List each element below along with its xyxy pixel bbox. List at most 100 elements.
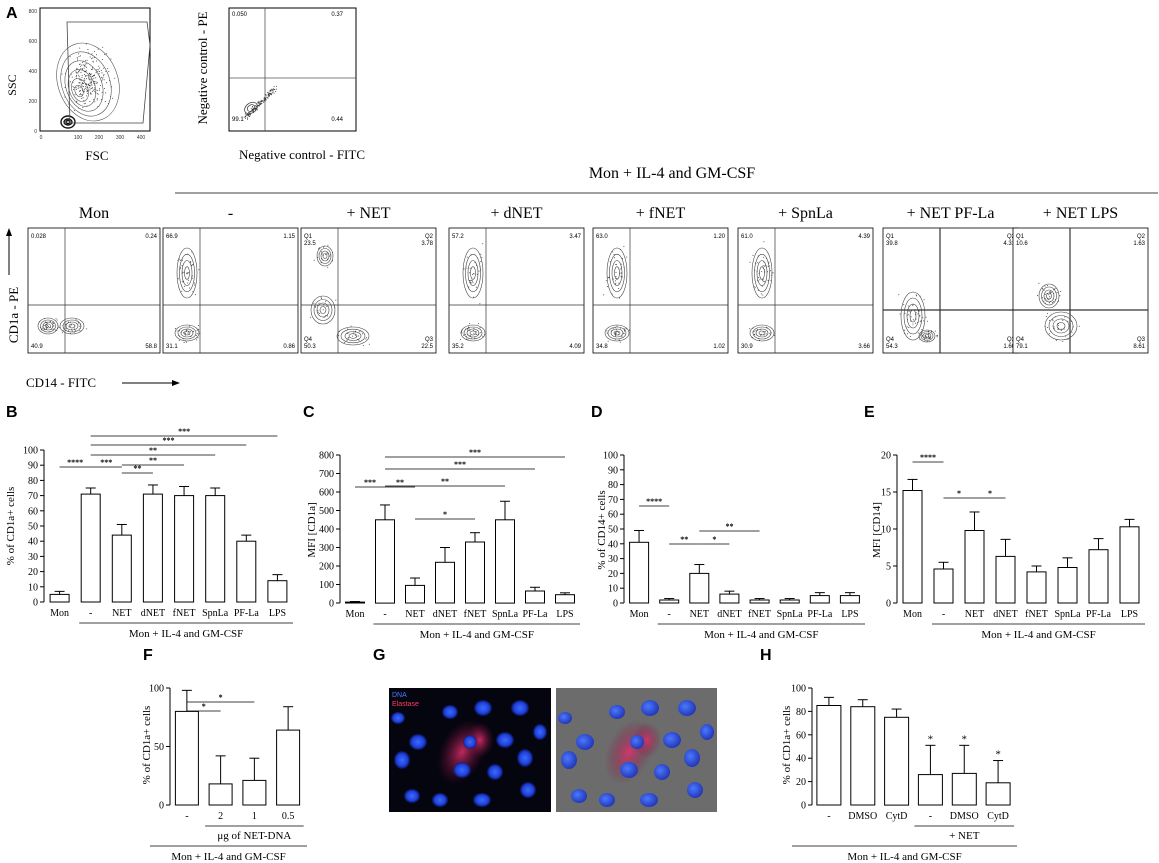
y-tick-label: 10 [881, 525, 891, 536]
group-label: Mon + IL-4 and GM-CSF [129, 628, 243, 640]
event-dot [618, 282, 620, 284]
event-dot [319, 313, 321, 314]
y-tick-label: 10 [608, 584, 618, 595]
contour [336, 326, 370, 346]
category-label: DMSO [950, 811, 979, 822]
y-tick-label: 40 [28, 537, 38, 548]
event-dot [83, 91, 85, 93]
event-dot [97, 69, 99, 71]
nucleus [700, 724, 714, 740]
contour [611, 260, 623, 286]
contour [918, 329, 936, 343]
event-dot [46, 325, 48, 326]
event-dot [93, 75, 95, 76]
event-dot [83, 100, 85, 101]
event-dot [81, 85, 83, 87]
nucleus [520, 782, 536, 798]
event-dot [76, 73, 78, 75]
event-dot [77, 58, 79, 60]
event-dot [46, 322, 48, 324]
contour [467, 260, 479, 286]
significance-label: **** [646, 497, 662, 506]
bar-chart-d: 0 10 20 30 40 50 60 70 80 90 100 % of CD14+ cells Mo… [596, 451, 865, 641]
event-dot [79, 55, 81, 57]
quadrant-value-lr: 1.60 [1003, 344, 1015, 350]
nucleus [496, 732, 514, 748]
condition-header: Mon + IL-4 and GM-CSF [589, 165, 755, 182]
contour [40, 319, 56, 333]
y-tick-label: 20 [796, 777, 806, 788]
event-dot [912, 323, 914, 325]
event-dot [615, 283, 617, 285]
contour [469, 330, 477, 336]
event-dot [189, 325, 191, 327]
event-dot [52, 322, 54, 324]
category-label: - [942, 609, 945, 620]
significance-label: ** [133, 464, 141, 473]
bar [276, 729, 301, 806]
event-dot [321, 251, 323, 253]
event-dot [1048, 294, 1050, 296]
event-dot [187, 279, 189, 281]
event-dot [71, 330, 73, 332]
event-dot [350, 325, 352, 327]
event-dot [99, 85, 101, 86]
panel-letter-d: D [591, 404, 603, 421]
event-dot [353, 331, 355, 333]
event-dot [270, 89, 272, 91]
event-dot [346, 340, 348, 342]
category-label: Mon [630, 609, 649, 620]
y-tick-label: 60 [28, 506, 38, 517]
event-dot [81, 75, 83, 77]
event-dot [94, 50, 95, 52]
event-dot [248, 114, 250, 116]
event-dot [1044, 285, 1046, 287]
quadrant-value-lr: 3.66 [858, 344, 870, 350]
category-label: LPS [1121, 609, 1138, 620]
scatter1-xtick: 200 [95, 135, 104, 141]
event-dot [1055, 339, 1057, 341]
event-dot [469, 330, 471, 332]
event-dot [85, 75, 87, 77]
flow-plot-frame [882, 227, 1019, 354]
quadrant-value-ll: 79.1 [1016, 344, 1028, 350]
quadrant-value-ll: 30.9 [741, 344, 753, 350]
event-dot [922, 317, 924, 319]
event-dot [912, 319, 914, 321]
category-label: 0.5 [282, 811, 295, 822]
nucleus [561, 751, 577, 769]
event-dot [87, 49, 89, 50]
category-label: SpnLa [492, 609, 519, 620]
event-dot [478, 323, 480, 325]
event-dot [98, 67, 100, 69]
event-dot [468, 272, 470, 274]
flow-plot-frame [1012, 227, 1149, 354]
event-dot [761, 285, 763, 287]
contour [1044, 311, 1078, 341]
event-dot [276, 88, 278, 90]
event-dot [88, 84, 90, 86]
event-dot [1049, 320, 1051, 321]
event-dot [73, 86, 75, 88]
contour [322, 253, 328, 259]
event-dot [908, 327, 910, 328]
event-dot [79, 47, 81, 49]
event-dot [61, 332, 63, 334]
contour [71, 78, 89, 102]
y-tick-label: 0 [886, 599, 891, 610]
event-dot [91, 53, 93, 55]
event-dot [190, 260, 191, 262]
significance-label: * [219, 693, 223, 702]
event-dot [466, 267, 468, 269]
event-dot [607, 340, 609, 342]
panel-letter-f: F [143, 647, 153, 664]
event-dot [923, 320, 925, 322]
event-dot [323, 304, 325, 305]
event-dot [927, 335, 929, 337]
y-tick-label: 50 [608, 525, 618, 536]
contour [42, 321, 54, 331]
y-tick-label: 50 [28, 522, 38, 533]
contour [318, 248, 332, 264]
bar [1057, 567, 1078, 604]
event-dot [102, 59, 104, 60]
